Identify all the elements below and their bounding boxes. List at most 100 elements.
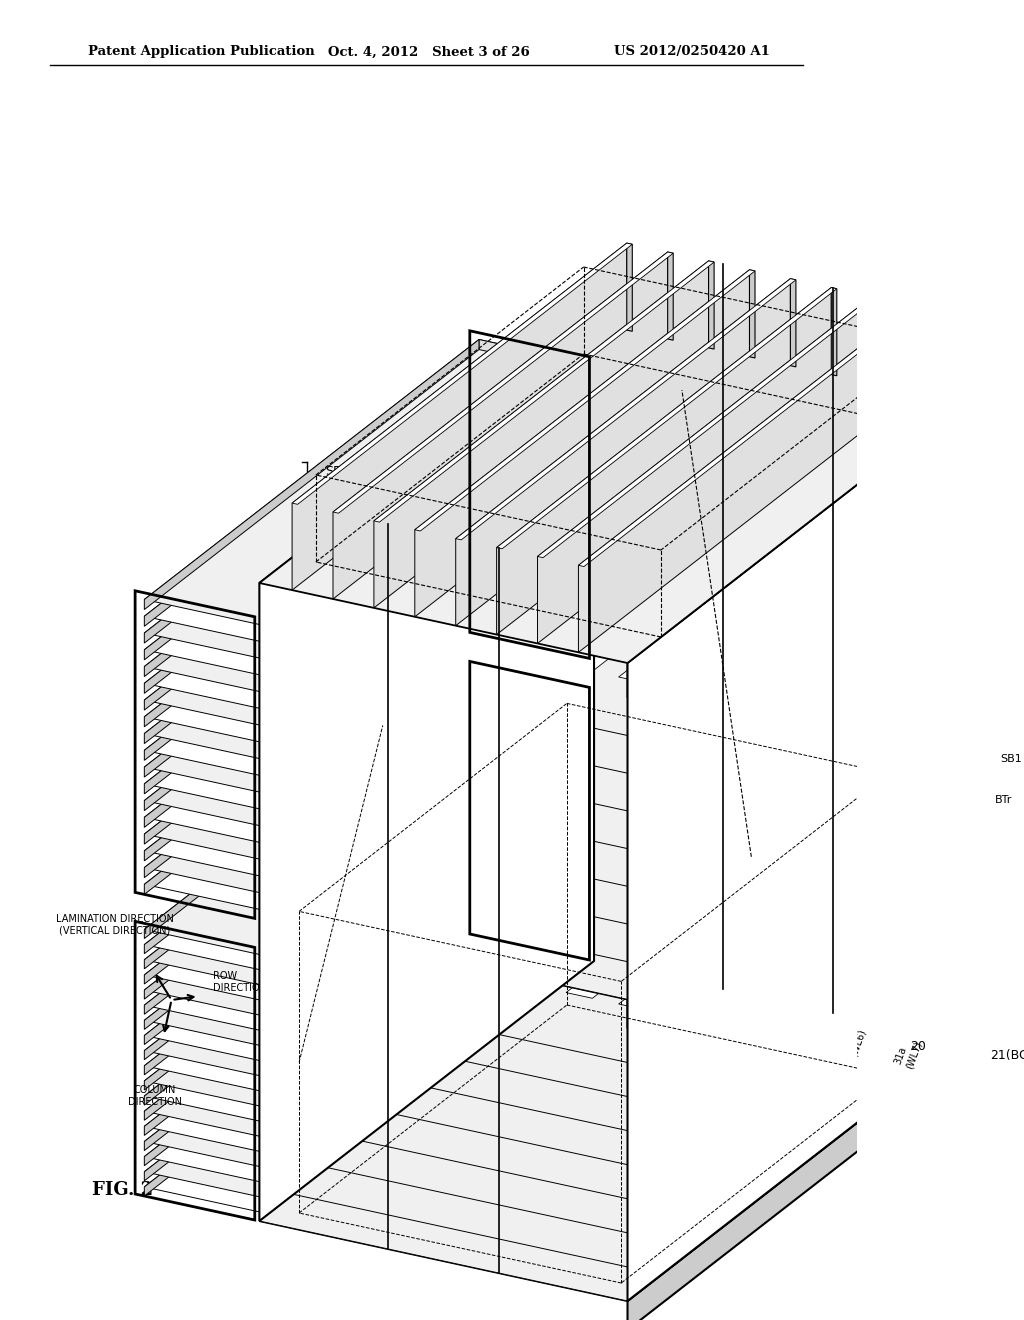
Polygon shape: [516, 998, 543, 1035]
Polygon shape: [144, 374, 594, 657]
Polygon shape: [259, 756, 963, 1097]
Polygon shape: [583, 411, 609, 449]
Polygon shape: [479, 440, 594, 475]
Polygon shape: [423, 735, 476, 762]
Polygon shape: [593, 796, 620, 818]
Polygon shape: [645, 807, 672, 830]
Polygon shape: [622, 948, 648, 968]
Polygon shape: [645, 983, 672, 1005]
Polygon shape: [662, 504, 715, 531]
Polygon shape: [794, 645, 820, 682]
Polygon shape: [569, 544, 595, 566]
Polygon shape: [645, 954, 672, 991]
Polygon shape: [633, 987, 686, 1015]
Polygon shape: [516, 721, 543, 744]
Polygon shape: [609, 606, 663, 632]
Polygon shape: [618, 770, 672, 796]
Text: MTr8～15: MTr8～15: [723, 589, 742, 636]
Polygon shape: [502, 672, 528, 694]
Polygon shape: [606, 624, 634, 663]
Polygon shape: [659, 987, 686, 1008]
Polygon shape: [645, 1051, 672, 1072]
Polygon shape: [674, 718, 700, 741]
Polygon shape: [659, 1028, 686, 1064]
Polygon shape: [479, 574, 594, 609]
Polygon shape: [607, 942, 634, 964]
Polygon shape: [487, 779, 514, 816]
Polygon shape: [541, 1028, 566, 1049]
Polygon shape: [618, 656, 672, 682]
Polygon shape: [593, 1176, 620, 1197]
Polygon shape: [409, 648, 462, 675]
Polygon shape: [259, 471, 963, 810]
Polygon shape: [846, 506, 872, 544]
Polygon shape: [449, 1051, 476, 1086]
Polygon shape: [647, 993, 700, 1019]
Polygon shape: [636, 606, 663, 628]
Polygon shape: [712, 1142, 738, 1177]
Polygon shape: [715, 478, 767, 504]
Polygon shape: [686, 999, 738, 1026]
Polygon shape: [355, 892, 409, 919]
Polygon shape: [513, 1164, 566, 1191]
Polygon shape: [144, 805, 479, 1074]
Polygon shape: [633, 593, 686, 619]
Polygon shape: [633, 706, 686, 733]
Text: 48a: 48a: [586, 804, 605, 814]
Polygon shape: [556, 631, 609, 659]
Polygon shape: [636, 781, 663, 803]
Polygon shape: [594, 660, 963, 768]
Polygon shape: [713, 830, 738, 853]
Polygon shape: [741, 771, 767, 791]
Polygon shape: [581, 733, 634, 759]
Text: 21(BG): 21(BG): [990, 1049, 1024, 1063]
Polygon shape: [516, 822, 543, 843]
Polygon shape: [645, 1188, 672, 1209]
Polygon shape: [727, 902, 753, 923]
Polygon shape: [593, 937, 620, 958]
Polygon shape: [606, 776, 634, 813]
Polygon shape: [594, 704, 963, 803]
Text: 34: 34: [613, 964, 629, 977]
Polygon shape: [753, 981, 806, 1008]
Polygon shape: [609, 850, 663, 876]
Polygon shape: [566, 1006, 620, 1032]
Polygon shape: [633, 1056, 686, 1082]
Polygon shape: [502, 851, 528, 873]
Polygon shape: [645, 619, 672, 642]
Polygon shape: [767, 677, 820, 704]
Polygon shape: [527, 1034, 581, 1060]
Polygon shape: [622, 524, 648, 561]
Polygon shape: [566, 682, 620, 709]
Polygon shape: [700, 867, 753, 894]
Polygon shape: [144, 574, 479, 843]
Polygon shape: [259, 722, 963, 1063]
Polygon shape: [686, 1034, 738, 1060]
Polygon shape: [461, 1051, 514, 1077]
Polygon shape: [700, 578, 753, 605]
Polygon shape: [794, 884, 820, 906]
Polygon shape: [479, 669, 594, 704]
Polygon shape: [594, 738, 963, 837]
Polygon shape: [487, 1090, 514, 1127]
Polygon shape: [794, 1026, 820, 1063]
Polygon shape: [846, 651, 872, 673]
Polygon shape: [593, 1107, 620, 1129]
Polygon shape: [726, 840, 753, 875]
Polygon shape: [688, 998, 715, 1019]
Polygon shape: [712, 1005, 738, 1041]
Polygon shape: [516, 684, 543, 706]
Polygon shape: [636, 611, 663, 648]
Polygon shape: [144, 356, 479, 626]
Polygon shape: [595, 1049, 648, 1076]
Text: 10: 10: [823, 1039, 840, 1052]
Polygon shape: [794, 917, 820, 939]
Polygon shape: [688, 764, 715, 801]
Polygon shape: [659, 1090, 686, 1111]
Polygon shape: [566, 1074, 620, 1101]
Text: 51
(SL): 51 (SL): [612, 1006, 632, 1028]
Polygon shape: [645, 661, 672, 700]
Polygon shape: [144, 339, 594, 624]
Text: US 2012/0250420 A1: US 2012/0250420 A1: [613, 45, 770, 58]
Polygon shape: [846, 1032, 872, 1052]
